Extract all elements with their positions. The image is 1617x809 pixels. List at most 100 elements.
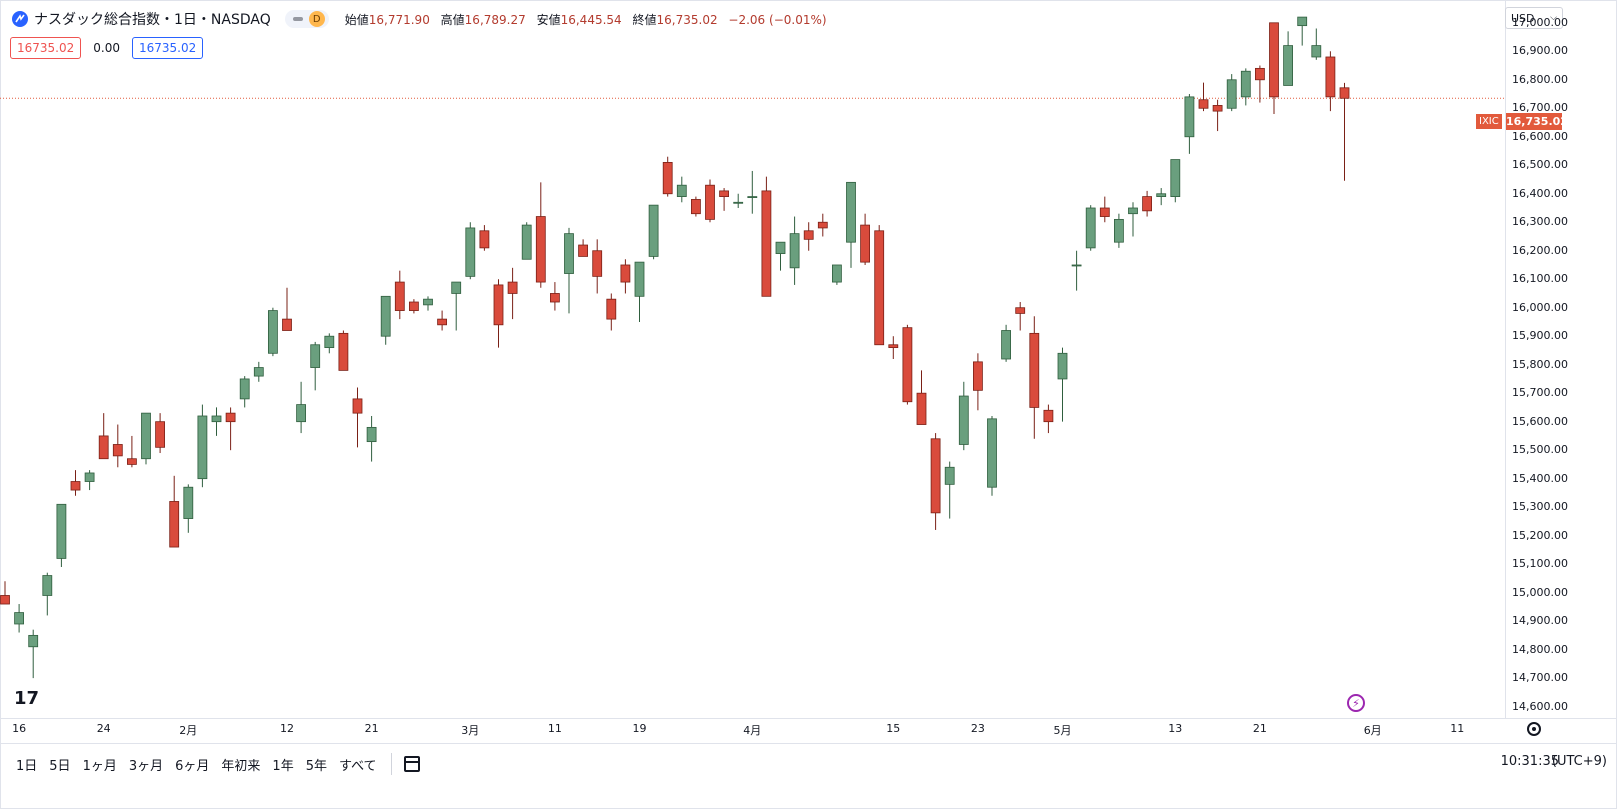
candle[interactable] bbox=[1339, 82, 1350, 181]
time-axis[interactable] bbox=[0, 718, 1617, 743]
range-6m-button[interactable]: 6ヶ月 bbox=[175, 758, 210, 774]
candle[interactable] bbox=[747, 170, 758, 214]
candle[interactable] bbox=[761, 176, 772, 297]
candle[interactable] bbox=[1325, 51, 1336, 112]
candle[interactable] bbox=[408, 299, 419, 314]
candle[interactable] bbox=[70, 470, 81, 496]
candle[interactable] bbox=[1255, 65, 1265, 103]
candle[interactable] bbox=[1283, 31, 1293, 86]
candle[interactable] bbox=[1099, 196, 1110, 223]
candle[interactable] bbox=[902, 324, 913, 405]
range-ytd-button[interactable]: 年初来 bbox=[221, 758, 261, 774]
candle[interactable] bbox=[507, 267, 518, 320]
candle[interactable] bbox=[606, 293, 617, 331]
candle[interactable] bbox=[1085, 205, 1096, 251]
symbol-title[interactable]: ナスダック総合指数・1日・NASDAQ bbox=[34, 12, 271, 28]
range-all-button[interactable]: すべて bbox=[338, 758, 377, 774]
candle[interactable] bbox=[1001, 324, 1011, 362]
candle[interactable] bbox=[493, 279, 504, 348]
candle[interactable] bbox=[832, 264, 842, 285]
candle[interactable] bbox=[423, 296, 433, 311]
candle[interactable] bbox=[676, 176, 687, 203]
candle[interactable] bbox=[239, 376, 250, 408]
candle[interactable] bbox=[380, 295, 391, 345]
range-5y-button[interactable]: 5年 bbox=[305, 758, 327, 774]
candle[interactable] bbox=[973, 353, 983, 411]
candle[interactable] bbox=[719, 188, 729, 211]
gear-icon[interactable] bbox=[1527, 722, 1541, 736]
candle[interactable] bbox=[535, 182, 546, 288]
candle[interactable] bbox=[648, 204, 659, 260]
price-axis[interactable] bbox=[1505, 0, 1617, 718]
candle[interactable] bbox=[479, 225, 490, 251]
candle[interactable] bbox=[56, 503, 67, 567]
candle[interactable] bbox=[817, 213, 828, 237]
candle[interactable] bbox=[1156, 188, 1167, 206]
candle[interactable] bbox=[705, 179, 715, 223]
candle[interactable] bbox=[366, 415, 377, 462]
candle[interactable] bbox=[1057, 347, 1068, 422]
candle[interactable] bbox=[775, 241, 786, 271]
candle[interactable] bbox=[324, 333, 335, 354]
candle[interactable] bbox=[253, 361, 264, 382]
candle[interactable] bbox=[465, 222, 476, 280]
candle[interactable] bbox=[1184, 94, 1195, 154]
candle[interactable] bbox=[944, 461, 955, 519]
candle[interactable] bbox=[578, 239, 588, 257]
candle[interactable] bbox=[1170, 159, 1181, 203]
candle[interactable] bbox=[338, 330, 349, 371]
candle[interactable] bbox=[169, 475, 180, 548]
candle[interactable] bbox=[592, 239, 603, 294]
currency-select[interactable]: USD ⌵ bbox=[1505, 7, 1563, 29]
candle[interactable] bbox=[127, 435, 137, 468]
candle[interactable] bbox=[916, 370, 927, 425]
candle[interactable] bbox=[225, 407, 236, 451]
candle[interactable] bbox=[1311, 28, 1322, 60]
candle[interactable] bbox=[1269, 22, 1279, 114]
candle[interactable] bbox=[1071, 250, 1082, 291]
candle[interactable] bbox=[691, 196, 701, 217]
candle[interactable] bbox=[634, 261, 645, 322]
candle[interactable] bbox=[1043, 404, 1054, 434]
candle[interactable] bbox=[112, 424, 123, 468]
candle[interactable] bbox=[141, 412, 151, 465]
candle[interactable] bbox=[789, 216, 800, 285]
range-1y-button[interactable]: 1年 bbox=[272, 758, 294, 774]
candle[interactable] bbox=[267, 307, 278, 357]
candle[interactable] bbox=[1015, 302, 1026, 331]
candle[interactable] bbox=[1212, 99, 1223, 132]
candle[interactable] bbox=[1297, 16, 1308, 46]
candle[interactable] bbox=[282, 287, 292, 331]
candle[interactable] bbox=[211, 407, 222, 436]
candle[interactable] bbox=[183, 484, 194, 533]
candle[interactable] bbox=[1226, 74, 1237, 112]
candle[interactable] bbox=[930, 433, 941, 530]
candle[interactable] bbox=[550, 282, 560, 311]
candle[interactable] bbox=[352, 387, 363, 448]
candle[interactable] bbox=[84, 470, 95, 491]
candle[interactable] bbox=[620, 259, 631, 294]
tradingview-logo[interactable]: 17 bbox=[14, 688, 40, 709]
candle[interactable] bbox=[888, 336, 899, 359]
candle[interactable] bbox=[28, 629, 39, 679]
candle[interactable] bbox=[987, 415, 997, 496]
price-chart[interactable] bbox=[0, 0, 1505, 718]
candle[interactable] bbox=[874, 225, 885, 346]
status-badges[interactable]: D bbox=[284, 10, 329, 28]
clock[interactable]: 10:31:35 bbox=[1500, 754, 1559, 769]
candle[interactable] bbox=[1142, 190, 1152, 217]
range-5d-button[interactable]: 5日 bbox=[49, 758, 71, 774]
candle[interactable] bbox=[1128, 202, 1138, 237]
range-3m-button[interactable]: 3ヶ月 bbox=[128, 758, 164, 774]
candle[interactable] bbox=[437, 310, 448, 331]
bid-price-box[interactable]: 16735.02 bbox=[10, 37, 82, 59]
candle[interactable] bbox=[98, 413, 109, 460]
candle[interactable] bbox=[662, 156, 673, 197]
candle[interactable] bbox=[296, 381, 307, 434]
candle[interactable] bbox=[155, 413, 166, 454]
ask-price-box[interactable]: 16735.02 bbox=[131, 37, 204, 59]
candle[interactable] bbox=[42, 572, 53, 616]
timezone-button[interactable]: (UTC+9) bbox=[1551, 754, 1607, 769]
range-1m-button[interactable]: 1ヶ月 bbox=[82, 758, 117, 774]
candle[interactable] bbox=[1198, 82, 1209, 112]
